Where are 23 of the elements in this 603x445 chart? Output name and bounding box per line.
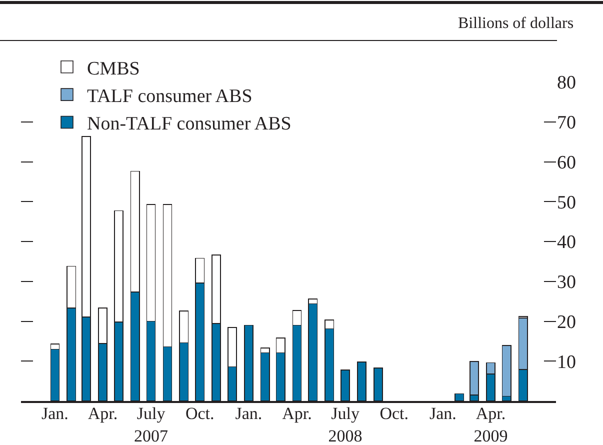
y-tick-label: 80 [557,72,576,94]
x-tick-label: Jan. [429,404,456,424]
x-tick-label: Apr. [88,404,118,424]
y-tick-label: 10 [557,352,576,373]
x-tick-label: July 2008 [328,404,362,445]
x-tick-label: Oct. [380,404,409,424]
legend-label: CMBS [87,58,140,80]
y-tick-label: 20 [557,312,576,333]
x-tick-label: Apr. 2009 [474,404,508,445]
bar [502,345,512,397]
x-tick-label: Apr. [282,404,312,424]
y-tick-label: 60 [557,152,576,174]
y-tick-label: 50 [557,192,576,214]
y-tick-label: 70 [557,112,576,134]
y-tick-label: 30 [557,272,576,294]
x-tick-label: Oct. [185,404,214,424]
y-axis-title: Billions of dollars [458,15,574,32]
legend-label: TALF consumer ABS [87,86,252,107]
y-tick-label: 40 [557,232,576,254]
legend-label: Non-TALF consumer ABS [87,114,292,135]
x-tick-label: Jan. [235,404,262,424]
x-tick-label: Jan. [42,404,68,424]
x-tick-label: July 2007 [134,404,169,445]
